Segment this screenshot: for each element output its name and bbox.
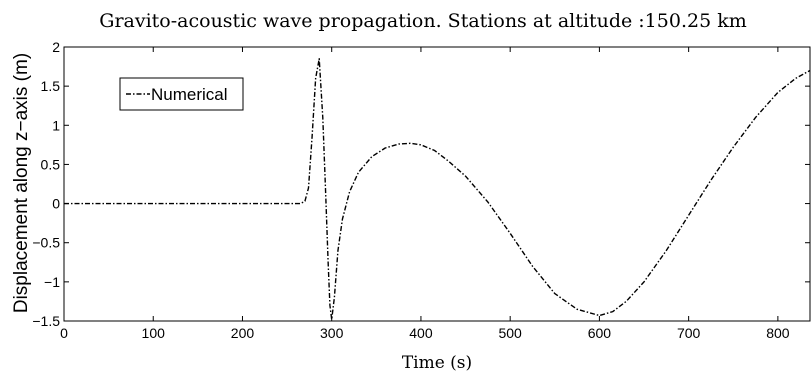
- x-tick-label: 800: [766, 325, 790, 341]
- x-tick-label: 700: [677, 325, 701, 341]
- series-line-numerical: [64, 58, 811, 321]
- legend-label-numerical: Numerical: [151, 85, 228, 104]
- series-layer: [64, 58, 811, 321]
- y-axis-label: Displacement along z−axis (m): [11, 53, 32, 313]
- y-tick-label: 0: [52, 196, 60, 212]
- plot-frame: [63, 46, 811, 322]
- y-tick-label: −1.5: [32, 313, 60, 329]
- x-axis-label: Time (s): [402, 353, 472, 373]
- x-tick-label: 600: [588, 325, 612, 341]
- legend: Numerical: [119, 77, 244, 111]
- x-tick-label: 0: [60, 325, 68, 341]
- y-tick-label: 2: [52, 39, 60, 55]
- y-tick-label: −0.5: [32, 235, 60, 251]
- x-tick-label: 500: [498, 325, 522, 341]
- x-tick-label: 200: [231, 325, 255, 341]
- y-tick-label: 1.5: [41, 78, 61, 94]
- x-tick-label: 400: [409, 325, 433, 341]
- chart-title: Gravito-acoustic wave propagation. Stati…: [99, 10, 746, 32]
- y-tick-label: 1: [52, 117, 60, 133]
- x-tick-label: 300: [320, 325, 344, 341]
- y-tick-label: −1: [44, 274, 60, 290]
- y-tick-label: 0.5: [41, 156, 61, 172]
- x-tick-label: 100: [142, 325, 166, 341]
- axis-ticks: 0 100 200 300 400 500 600 700 800 −1.5 −1 −0.5 0 0.5 1…: [32, 39, 810, 341]
